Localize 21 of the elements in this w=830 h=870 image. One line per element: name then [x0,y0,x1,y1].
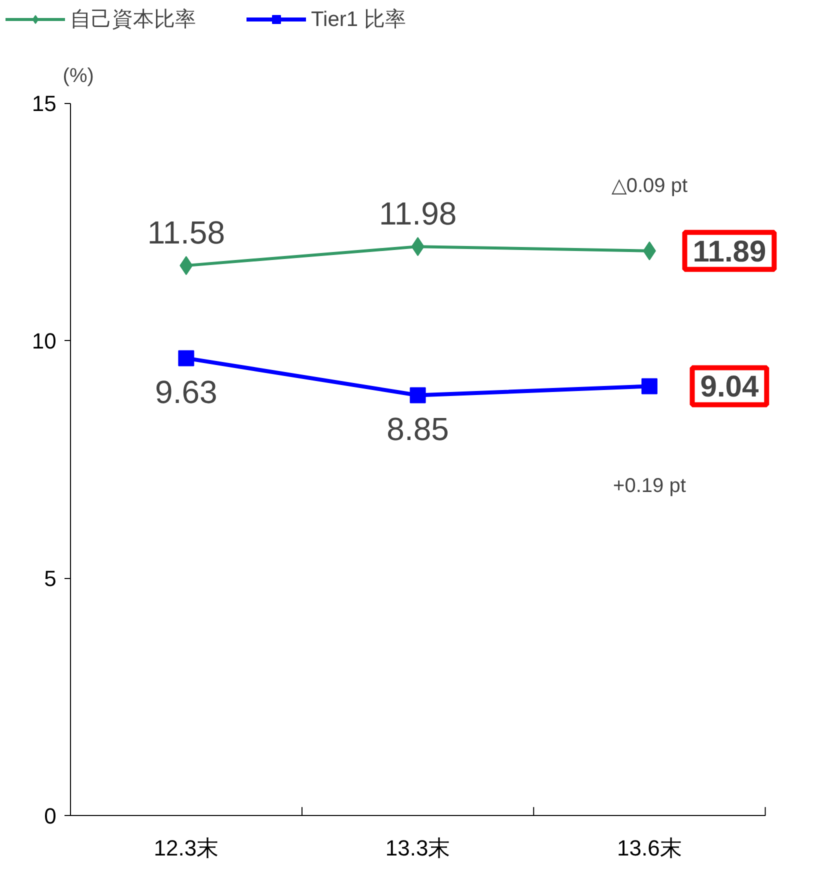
annotation: △0.09 pt [611,174,688,197]
data-label: 8.85 [386,411,449,448]
data-label: 11.89 [692,235,766,268]
x-tick-label: 13.3末 [385,836,450,861]
y-tick-label: 5 [44,566,56,592]
point [410,387,426,404]
data-label: 11.98 [378,196,457,232]
legend-label: Tier1 比率 [311,7,406,33]
data-label: 11.58 [147,214,226,251]
legend-label: 自己資本比率 [70,7,196,33]
x-tick-label: 12.3末 [154,836,219,861]
y-tick-label: 15 [32,91,56,116]
data-label: 9.63 [155,374,218,410]
data-label: 9.04 [700,370,759,404]
y-axis-title: (%) [62,65,94,88]
point [641,378,658,394]
y-tick-label: 0 [44,804,56,829]
y-tick-label: 10 [32,328,56,354]
point [178,350,194,366]
x-tick-label: 13.6末 [617,836,682,861]
annotation: +0.19 pt [613,475,686,498]
